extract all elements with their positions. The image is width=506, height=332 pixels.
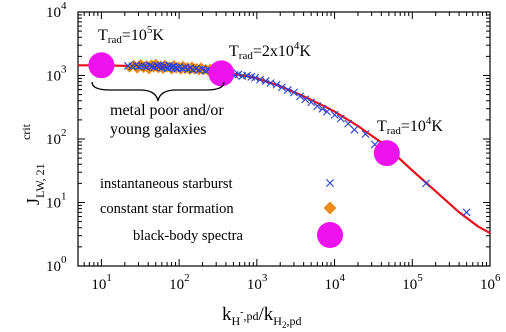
point-cross bbox=[201, 66, 210, 75]
annotation-galaxies-line2: young galaxies bbox=[110, 121, 206, 138]
legend-cross-mark bbox=[326, 179, 334, 187]
legend-label-blackbody: black-body spectra bbox=[133, 228, 243, 244]
y-tick-label: 100 bbox=[46, 254, 67, 275]
legend-marker-cross bbox=[326, 179, 334, 187]
axis-ticks bbox=[77, 11, 491, 267]
point-cross bbox=[336, 114, 345, 123]
legend-marker-circle bbox=[317, 222, 343, 248]
legend-circle-mark bbox=[317, 222, 343, 248]
point-cross bbox=[251, 73, 260, 82]
annotation-trad-1e5: Trad=105K bbox=[98, 24, 164, 46]
point-cross bbox=[145, 61, 154, 70]
point-cross bbox=[243, 71, 252, 80]
x-tick-label: 101 bbox=[91, 272, 112, 293]
point-cross bbox=[137, 61, 146, 70]
point-cross bbox=[283, 86, 292, 95]
point-diamond bbox=[167, 65, 176, 75]
axis-tick-labels: 101 102 103 104 105 106 100 101 102 103 104 bbox=[46, 0, 501, 293]
point-cross bbox=[289, 88, 298, 97]
point-cross bbox=[272, 80, 281, 89]
point-cross bbox=[361, 129, 370, 138]
point-cross bbox=[301, 95, 310, 104]
point-diamond bbox=[136, 58, 145, 68]
point-cross bbox=[318, 104, 327, 113]
point-diamond bbox=[203, 67, 213, 76]
point-cross bbox=[330, 110, 339, 119]
point-cross bbox=[323, 107, 332, 116]
y-axis-title: JLW, 21 bbox=[23, 163, 47, 205]
annotation-galaxies-line1: metal poor and/or bbox=[110, 102, 224, 119]
data-points bbox=[88, 52, 471, 217]
legend-marker-diamond bbox=[323, 201, 337, 215]
point-cross bbox=[261, 76, 270, 85]
point-diamond bbox=[154, 64, 163, 74]
point-circle bbox=[208, 60, 235, 87]
point-circle bbox=[373, 140, 400, 167]
x-tick-label: 103 bbox=[247, 272, 268, 293]
legend: instantaneous starburst constant star fo… bbox=[100, 176, 343, 248]
x-tick-label: 102 bbox=[169, 272, 190, 293]
point-circle bbox=[88, 52, 115, 79]
annotation-trad-2e4: Trad=2x104K bbox=[229, 40, 311, 62]
y-tick-label: 103 bbox=[46, 64, 67, 85]
point-cross bbox=[266, 79, 275, 88]
point-diamond bbox=[199, 66, 208, 76]
point-diamond bbox=[201, 63, 211, 73]
y-tick-label: 101 bbox=[46, 191, 67, 212]
point-diamond bbox=[180, 65, 190, 75]
point-cross bbox=[350, 125, 359, 134]
legend-label-starburst: instantaneous starburst bbox=[100, 176, 233, 192]
point-cross bbox=[296, 92, 305, 101]
x-tick-label: 106 bbox=[480, 272, 501, 293]
y-tick-label: 102 bbox=[46, 127, 67, 148]
y-axis-title-sup: crit bbox=[19, 123, 33, 140]
point-cross bbox=[344, 119, 353, 128]
point-cross bbox=[421, 179, 430, 188]
point-cross bbox=[307, 98, 316, 107]
point-cross bbox=[462, 208, 471, 217]
x-tick-label: 104 bbox=[325, 272, 346, 293]
x-tick-label: 105 bbox=[402, 272, 423, 293]
legend-diamond-mark bbox=[323, 201, 337, 215]
point-cross bbox=[313, 102, 322, 111]
legend-label-constant: constant star formation bbox=[100, 201, 234, 217]
y-tick-label: 104 bbox=[46, 0, 67, 21]
x-axis-title: kH-,pd/kH2,pd bbox=[222, 304, 301, 330]
galaxy-range-brace bbox=[91, 81, 225, 102]
point-cross bbox=[277, 83, 286, 92]
annotation-trad-1e4: Trad=104K bbox=[377, 115, 443, 137]
